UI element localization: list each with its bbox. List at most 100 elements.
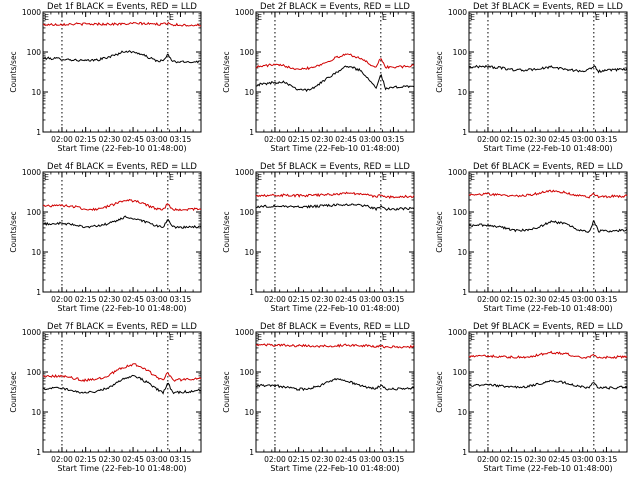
series-line-events bbox=[255, 203, 415, 212]
chart-panel-2: Det 2f BLACK = Events, RED = LLD 1 10 100 10… bbox=[222, 2, 415, 153]
x-tick-label: 02:15 bbox=[288, 295, 310, 304]
event-marker: E bbox=[595, 173, 600, 182]
event-marker: E bbox=[470, 13, 475, 22]
x-tick-label: 02:15 bbox=[501, 135, 523, 144]
event-marker: E bbox=[470, 333, 475, 342]
x-tick-label: 02:00 bbox=[264, 135, 286, 144]
event-marker: E bbox=[257, 333, 262, 342]
x-tick-label: 03:15 bbox=[383, 295, 405, 304]
chart-title: Det 4f BLACK = Events, RED = LLD bbox=[47, 162, 197, 172]
x-tick-label: 02:00 bbox=[264, 295, 286, 304]
chart-title: Det 2f BLACK = Events, RED = LLD bbox=[260, 2, 410, 12]
event-marker: E bbox=[169, 13, 174, 22]
x-tick-label: 03:00 bbox=[572, 455, 594, 464]
series-line-lld bbox=[255, 191, 415, 200]
plot-frame bbox=[468, 11, 628, 133]
chart-panel-5: Det 5f BLACK = Events, RED = LLD 1 10 100 10… bbox=[222, 162, 415, 313]
event-marker: E bbox=[44, 13, 49, 22]
x-tick-label: 02:00 bbox=[51, 455, 73, 464]
x-tick-label: 02:45 bbox=[548, 455, 570, 464]
plot-frame bbox=[255, 331, 415, 453]
chart-panel-6: Det 6f BLACK = Events, RED = LLD 1 10 100 10… bbox=[435, 162, 628, 313]
series-line-events bbox=[42, 50, 202, 64]
x-tick-label: 03:15 bbox=[170, 295, 192, 304]
y-tick-label: 1000 bbox=[235, 168, 254, 177]
y-tick-label: 10 bbox=[244, 248, 254, 257]
x-axis-label: Start Time (22-Feb-10 01:48:00) bbox=[270, 304, 399, 313]
x-tick-label: 03:15 bbox=[170, 135, 192, 144]
x-tick-label: 03:00 bbox=[359, 455, 381, 464]
x-tick-label: 03:00 bbox=[146, 295, 168, 304]
series-line-events bbox=[468, 220, 628, 233]
x-tick-label: 03:15 bbox=[383, 135, 405, 144]
x-tick-label: 02:00 bbox=[264, 455, 286, 464]
series-line-events bbox=[468, 64, 628, 74]
x-tick-label: 02:45 bbox=[335, 295, 357, 304]
y-tick-label: 100 bbox=[27, 208, 42, 217]
y-tick-label: 1 bbox=[462, 288, 467, 297]
y-tick-label: 1 bbox=[36, 448, 41, 457]
x-tick-label: 02:30 bbox=[99, 295, 121, 304]
y-axis-label: Counts/sec bbox=[435, 371, 444, 412]
x-tick-label: 02:00 bbox=[51, 135, 73, 144]
x-tick-label: 02:00 bbox=[51, 295, 73, 304]
y-tick-label: 1000 bbox=[22, 8, 41, 17]
x-axis-label: Start Time (22-Feb-10 01:48:00) bbox=[483, 144, 612, 153]
x-tick-label: 03:00 bbox=[359, 295, 381, 304]
plot-frame bbox=[255, 171, 415, 293]
x-tick-label: 02:45 bbox=[122, 295, 144, 304]
x-tick-label: 02:30 bbox=[525, 135, 547, 144]
x-tick-label: 02:30 bbox=[99, 455, 121, 464]
chart-title: Det 7f BLACK = Events, RED = LLD bbox=[47, 322, 197, 332]
x-tick-label: 02:15 bbox=[75, 295, 97, 304]
y-axis-label: Counts/sec bbox=[222, 371, 231, 412]
event-marker: E bbox=[595, 13, 600, 22]
x-tick-label: 03:00 bbox=[146, 135, 168, 144]
y-tick-label: 10 bbox=[244, 88, 254, 97]
series-line-lld bbox=[468, 189, 628, 199]
x-axis-label: Start Time (22-Feb-10 01:48:00) bbox=[57, 304, 186, 313]
x-axis-label: Start Time (22-Feb-10 01:48:00) bbox=[57, 144, 186, 153]
y-tick-label: 1 bbox=[249, 288, 254, 297]
x-tick-label: 02:30 bbox=[525, 455, 547, 464]
x-tick-label: 02:45 bbox=[335, 455, 357, 464]
y-axis-label: Counts/sec bbox=[222, 51, 231, 92]
series-line-lld bbox=[42, 21, 202, 27]
y-tick-label: 1 bbox=[249, 448, 254, 457]
y-tick-label: 1 bbox=[249, 128, 254, 137]
series-line-events bbox=[255, 377, 415, 392]
x-tick-label: 03:15 bbox=[596, 135, 618, 144]
y-tick-label: 1000 bbox=[448, 168, 467, 177]
y-tick-label: 100 bbox=[453, 208, 468, 217]
y-axis-label: Counts/sec bbox=[9, 371, 18, 412]
x-tick-label: 02:45 bbox=[548, 295, 570, 304]
y-tick-label: 10 bbox=[244, 408, 254, 417]
y-tick-label: 1000 bbox=[448, 8, 467, 17]
x-tick-label: 02:30 bbox=[312, 295, 334, 304]
x-tick-label: 02:30 bbox=[525, 295, 547, 304]
y-axis-label: Counts/sec bbox=[9, 51, 18, 92]
series-line-lld bbox=[43, 363, 202, 383]
event-marker: E bbox=[44, 333, 49, 342]
x-tick-label: 02:30 bbox=[312, 455, 334, 464]
chart-title: Det 9f BLACK = Events, RED = LLD bbox=[473, 322, 623, 332]
series-line-lld bbox=[255, 343, 415, 349]
x-axis-label: Start Time (22-Feb-10 01:48:00) bbox=[483, 464, 612, 473]
y-tick-label: 1 bbox=[36, 128, 41, 137]
x-tick-label: 02:15 bbox=[501, 455, 523, 464]
series-line-events bbox=[255, 65, 415, 93]
x-tick-label: 02:00 bbox=[477, 135, 499, 144]
chart-panel-7: Det 7f BLACK = Events, RED = LLD 1 10 100 10… bbox=[9, 322, 202, 473]
plot-frame bbox=[468, 331, 628, 453]
x-tick-label: 02:15 bbox=[288, 135, 310, 144]
y-tick-label: 1 bbox=[36, 288, 41, 297]
event-marker: E bbox=[257, 173, 262, 182]
y-tick-label: 10 bbox=[457, 408, 467, 417]
y-tick-label: 10 bbox=[31, 248, 41, 257]
x-tick-label: 02:15 bbox=[501, 295, 523, 304]
chart-title: Det 8f BLACK = Events, RED = LLD bbox=[260, 322, 410, 332]
series-line-lld bbox=[42, 198, 202, 212]
plot-frame bbox=[42, 171, 202, 293]
chart-panel-4: Det 4f BLACK = Events, RED = LLD 1 10 100 10… bbox=[9, 162, 202, 313]
x-tick-label: 03:00 bbox=[572, 135, 594, 144]
